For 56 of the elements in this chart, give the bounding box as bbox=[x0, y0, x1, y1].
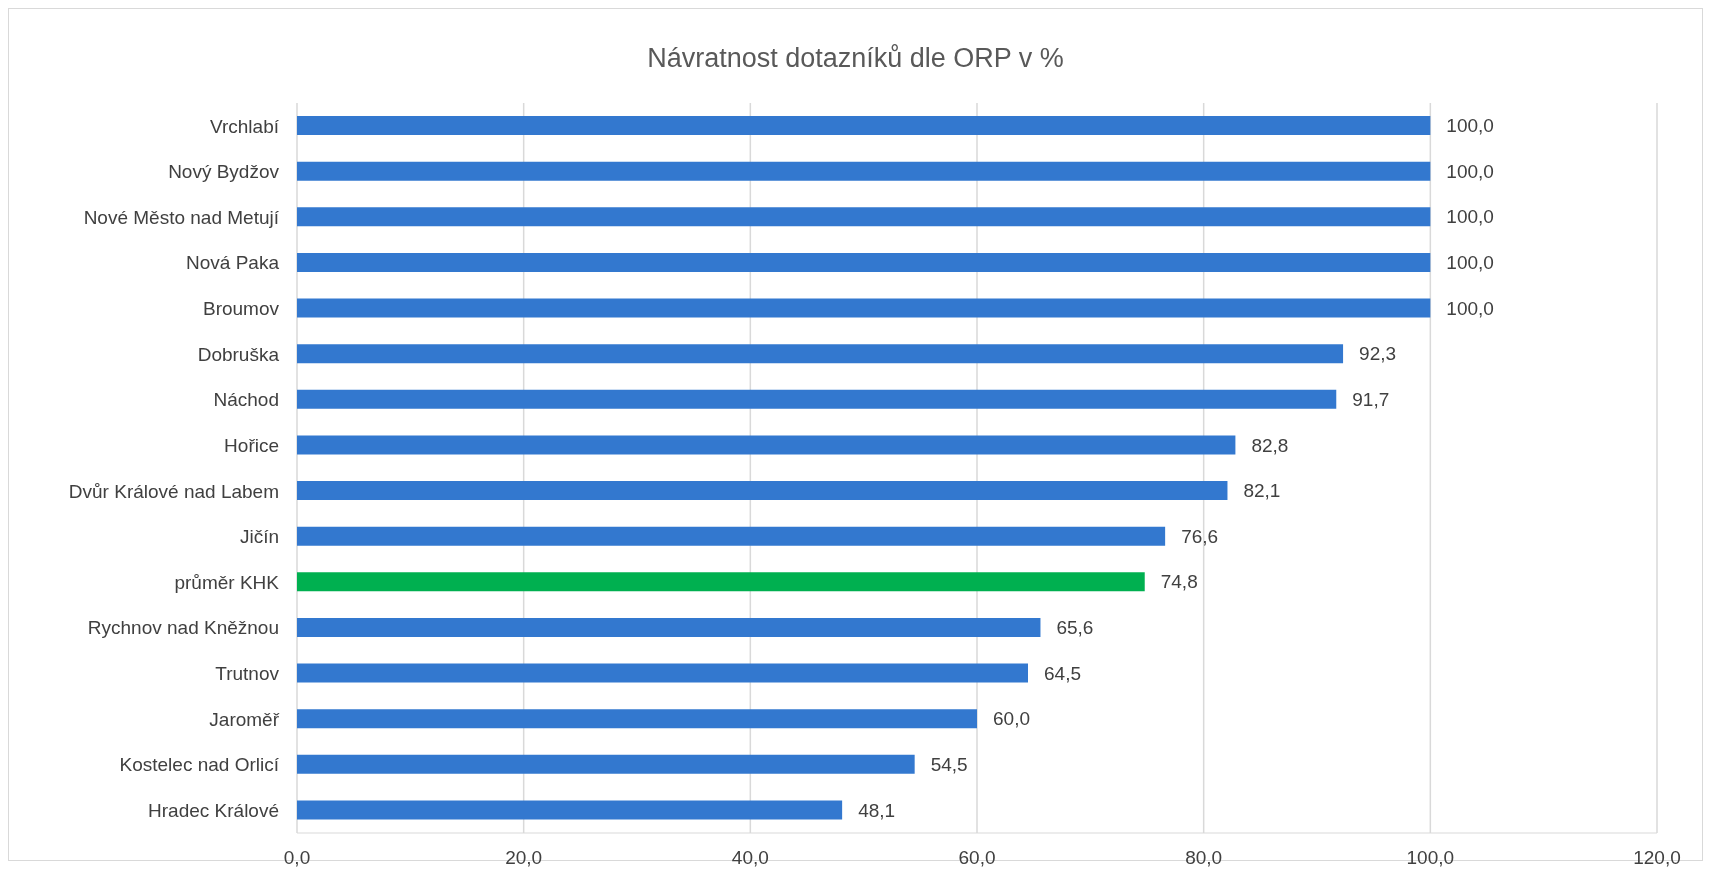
bar bbox=[297, 252, 1431, 272]
y-tick-label: Nový Bydžov bbox=[168, 161, 280, 183]
x-tick-label: 0,0 bbox=[283, 847, 311, 869]
x-tick-label: 80,0 bbox=[1185, 847, 1223, 869]
y-tick-label: Náchod bbox=[213, 389, 279, 411]
y-tick-label: Nové Město nad Metují bbox=[83, 206, 280, 228]
y-tick-label: Broumov bbox=[202, 298, 280, 320]
data-label: 60,0 bbox=[993, 708, 1030, 730]
y-tick-label: Hořice bbox=[224, 434, 279, 456]
bar bbox=[297, 526, 1166, 546]
bar bbox=[297, 435, 1236, 455]
data-label: 64,5 bbox=[1044, 662, 1081, 684]
bar bbox=[297, 754, 915, 774]
data-label: 100,0 bbox=[1446, 115, 1494, 137]
bar bbox=[297, 663, 1028, 683]
data-label: 76,6 bbox=[1181, 525, 1219, 547]
y-tick-label: Jaroměř bbox=[209, 708, 280, 730]
data-label: 82,8 bbox=[1251, 434, 1289, 456]
bar bbox=[297, 344, 1344, 364]
y-tick-label: Dobruška bbox=[197, 343, 280, 365]
bar bbox=[297, 481, 1228, 500]
bar bbox=[297, 116, 1431, 135]
y-tick-label: Dvůr Králové nad Labem bbox=[68, 480, 279, 502]
data-label: 54,5 bbox=[930, 753, 968, 775]
y-tick-label: Kostelec nad Orlicí bbox=[119, 754, 280, 776]
data-label: 100,0 bbox=[1446, 297, 1494, 319]
bar bbox=[297, 709, 977, 729]
data-label: 100,0 bbox=[1446, 252, 1494, 274]
y-tick-label: Vrchlabí bbox=[210, 115, 280, 137]
y-tick-label: Jičín bbox=[239, 526, 279, 548]
x-tick-label: 60,0 bbox=[958, 847, 996, 869]
bar bbox=[297, 572, 1145, 592]
x-tick-label: 40,0 bbox=[731, 847, 769, 869]
data-label: 92,3 bbox=[1359, 343, 1397, 365]
bar bbox=[297, 800, 843, 820]
chart-title: Návratnost dotazníků dle ORP v % bbox=[646, 42, 1065, 75]
bar bbox=[297, 389, 1337, 409]
bar bbox=[297, 161, 1431, 181]
y-tick-label: průměr KHK bbox=[174, 571, 280, 593]
x-tick-label: 20,0 bbox=[505, 847, 543, 869]
data-label: 82,1 bbox=[1243, 480, 1281, 502]
data-label: 48,1 bbox=[858, 799, 896, 821]
data-label: 100,0 bbox=[1446, 206, 1494, 228]
data-label: 91,7 bbox=[1352, 388, 1390, 410]
bar bbox=[297, 617, 1041, 637]
y-tick-label: Trutnov bbox=[215, 663, 280, 685]
bar bbox=[297, 298, 1431, 318]
y-tick-label: Rychnov nad Kněžnou bbox=[87, 617, 279, 639]
data-label: 65,6 bbox=[1056, 617, 1094, 639]
y-tick-label: Hradec Králové bbox=[148, 799, 279, 821]
data-label: 100,0 bbox=[1446, 160, 1494, 182]
y-tick-label: Nová Paka bbox=[186, 252, 280, 274]
data-label: 74,8 bbox=[1160, 571, 1198, 593]
x-tick-label: 120,0 bbox=[1633, 847, 1681, 869]
x-tick-label: 100,0 bbox=[1406, 847, 1455, 869]
bar bbox=[297, 207, 1431, 227]
